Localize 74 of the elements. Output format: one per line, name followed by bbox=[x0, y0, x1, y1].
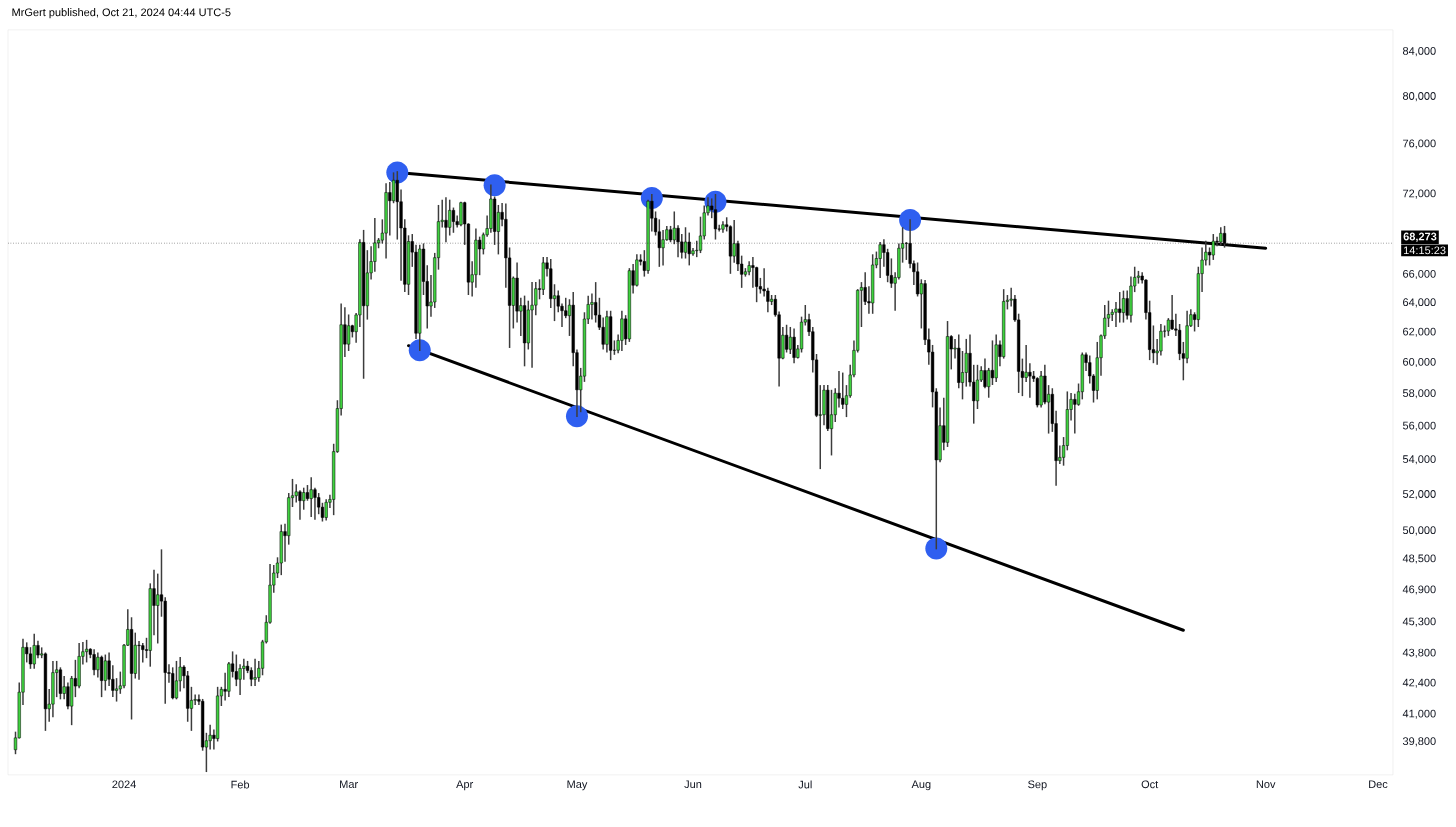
candlestick bbox=[253, 658, 257, 687]
y-tick-label: 48,500 bbox=[1402, 554, 1436, 564]
candlestick bbox=[620, 310, 624, 351]
y-tick-label: 64,000 bbox=[1403, 298, 1436, 308]
candlestick bbox=[1118, 292, 1122, 323]
y-tick-label: 45,300 bbox=[1402, 617, 1436, 627]
x-tick-label: May bbox=[567, 780, 588, 791]
point bbox=[925, 537, 948, 560]
y-tick-label: 66,000 bbox=[1403, 269, 1436, 279]
x-tick-label: Nov bbox=[1256, 780, 1276, 789]
candlestick bbox=[459, 201, 463, 227]
y-tick-label: 54,000 bbox=[1402, 455, 1436, 465]
x-tick-label: Sep bbox=[1028, 780, 1047, 791]
candlestick bbox=[792, 328, 796, 364]
y-tick-label: 84,000 bbox=[1402, 47, 1436, 57]
candlestick bbox=[96, 652, 100, 678]
x-tick-label: Oct bbox=[1141, 780, 1159, 789]
candlestick bbox=[32, 633, 36, 669]
y-tick-label: 46,900 bbox=[1402, 585, 1436, 595]
x-tick-label: Feb bbox=[231, 780, 250, 789]
text: 14:15:23 bbox=[1404, 246, 1446, 255]
candlestick bbox=[103, 654, 107, 691]
candlestick bbox=[451, 207, 456, 233]
y-tick-label: 50,000 bbox=[1402, 526, 1436, 536]
x-tick-label: Apr bbox=[456, 780, 474, 791]
candlestick bbox=[1121, 290, 1126, 323]
candlestick bbox=[302, 487, 306, 510]
candlestick bbox=[990, 340, 995, 386]
x-tick-label: Aug bbox=[911, 780, 931, 791]
candlestick bbox=[313, 487, 317, 520]
y-tick-label: 52,000 bbox=[1402, 490, 1436, 500]
point bbox=[408, 339, 431, 362]
y-tick-label: 41,000 bbox=[1402, 709, 1436, 719]
candlestick bbox=[324, 499, 328, 521]
candlestick bbox=[174, 660, 179, 700]
y-tick-label: 42,400 bbox=[1402, 678, 1436, 688]
candlestick bbox=[713, 194, 718, 240]
y-tick-label: 56,000 bbox=[1402, 421, 1436, 431]
y-tick-label: 43,800 bbox=[1402, 648, 1436, 658]
candlestick bbox=[1073, 393, 1077, 434]
x-tick-label: Mar bbox=[340, 780, 358, 789]
y-tick-label: 72,000 bbox=[1403, 189, 1436, 199]
candlestick bbox=[983, 358, 987, 389]
y-tick-label: 80,000 bbox=[1402, 92, 1436, 102]
candlestick bbox=[1114, 302, 1118, 327]
candlestick bbox=[1028, 363, 1032, 398]
candlestick bbox=[347, 314, 351, 351]
candlestick bbox=[85, 639, 89, 663]
ref-line-label: 68,273 bbox=[1403, 232, 1437, 242]
candlestick bbox=[234, 654, 238, 687]
candlestick bbox=[590, 293, 594, 320]
y-tick-label: 60,000 bbox=[1403, 357, 1436, 367]
candlestick bbox=[788, 326, 792, 354]
y-tick-label: 39,800 bbox=[1402, 737, 1436, 747]
y-tick-label: 62,000 bbox=[1403, 327, 1436, 337]
candlestick bbox=[137, 640, 141, 680]
y-tick-label: 58,000 bbox=[1402, 389, 1436, 399]
candlestick bbox=[444, 197, 448, 243]
chart-title: MrGert published, Oct 21, 2024 04:44 UTC-5 bbox=[12, 8, 231, 19]
candlestick bbox=[751, 257, 755, 288]
candlestick bbox=[829, 389, 834, 456]
point bbox=[899, 209, 922, 232]
candlestick bbox=[841, 372, 845, 409]
x-tick-label: 2024 bbox=[112, 780, 136, 789]
candlestick bbox=[309, 477, 313, 517]
candlestick bbox=[99, 655, 104, 698]
x-tick-label: Dec bbox=[1369, 780, 1388, 789]
candlestick bbox=[92, 649, 96, 676]
candlestick bbox=[530, 282, 534, 368]
point bbox=[483, 174, 506, 197]
candlestick bbox=[388, 181, 392, 236]
x-tick-label: Jun bbox=[684, 780, 702, 789]
y-tick-label: 76,000 bbox=[1403, 139, 1436, 149]
x-tick-label: Jul bbox=[798, 780, 812, 789]
